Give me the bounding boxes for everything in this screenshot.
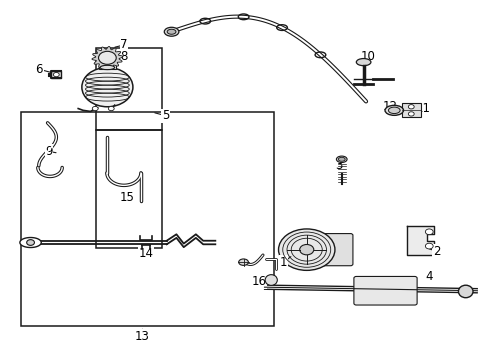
Ellipse shape [458, 285, 472, 298]
Bar [401, 103, 420, 117]
Circle shape [299, 244, 313, 255]
Polygon shape [20, 238, 41, 248]
Circle shape [407, 105, 413, 109]
Bar [96, 130, 162, 248]
Text: 1: 1 [279, 256, 286, 269]
Circle shape [27, 240, 34, 246]
Circle shape [425, 229, 432, 235]
Ellipse shape [238, 259, 248, 265]
Polygon shape [92, 46, 122, 69]
Ellipse shape [384, 105, 403, 115]
Text: 3: 3 [335, 159, 342, 172]
Circle shape [99, 51, 116, 64]
Text: 12: 12 [382, 100, 397, 113]
Text: 10: 10 [360, 50, 375, 63]
Bar [51, 71, 61, 78]
Bar [99, 63, 116, 69]
Ellipse shape [164, 27, 179, 36]
Text: 13: 13 [135, 330, 149, 343]
Text: 11: 11 [415, 102, 430, 115]
Text: 9: 9 [45, 145, 53, 158]
Ellipse shape [338, 157, 345, 161]
Ellipse shape [167, 29, 176, 34]
Text: 7: 7 [120, 39, 127, 51]
Text: 14: 14 [139, 247, 153, 260]
Circle shape [278, 229, 334, 270]
Text: 2: 2 [432, 245, 439, 258]
Text: 5: 5 [162, 109, 169, 122]
Text: 6: 6 [36, 63, 43, 76]
Ellipse shape [356, 59, 370, 66]
Circle shape [407, 112, 413, 116]
Circle shape [53, 72, 59, 77]
FancyBboxPatch shape [353, 276, 416, 305]
Ellipse shape [387, 107, 399, 113]
Bar [21, 112, 273, 327]
Circle shape [92, 107, 98, 111]
Ellipse shape [100, 65, 115, 69]
Circle shape [425, 243, 432, 249]
Text: 15: 15 [119, 192, 134, 204]
Ellipse shape [81, 67, 133, 107]
Polygon shape [407, 226, 433, 255]
Text: 16: 16 [251, 275, 266, 288]
Bar [96, 48, 162, 130]
Text: 8: 8 [120, 50, 127, 63]
Ellipse shape [264, 275, 277, 285]
Text: 4: 4 [425, 270, 432, 283]
Circle shape [108, 107, 114, 111]
Ellipse shape [336, 156, 346, 162]
FancyBboxPatch shape [318, 234, 352, 266]
